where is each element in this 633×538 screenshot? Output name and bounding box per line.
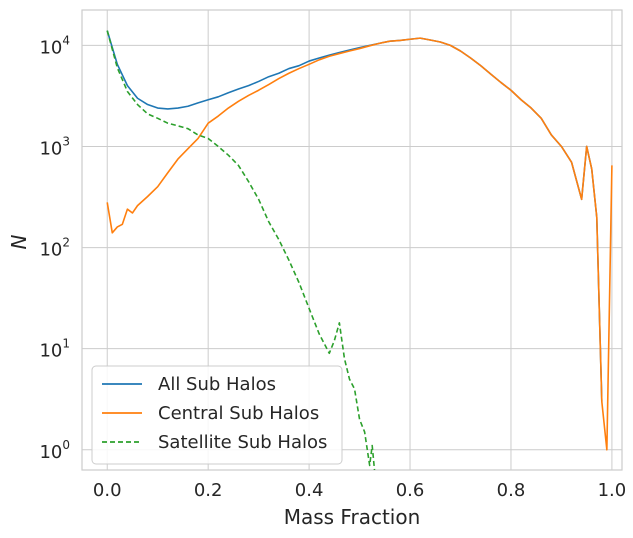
y-tick-label: 100 (39, 438, 70, 463)
y-tick-label: 101 (39, 337, 70, 362)
grid (82, 10, 622, 470)
x-tick-label: 0.0 (93, 480, 122, 501)
x-tick-label: 1.0 (598, 480, 627, 501)
series-line-satellite-sub-halos (106, 30, 376, 470)
legend-items: All Sub Halos Central Sub Halos Satellite … (102, 374, 327, 453)
x-axis-ticks: 0.0 0.2 0.4 0.6 0.8 1.0 (93, 480, 626, 501)
series-layer (106, 30, 613, 470)
y-tick-label: 104 (39, 33, 70, 58)
x-axis-label: Mass Fraction (284, 505, 421, 529)
legend-label: Central Sub Halos (158, 403, 319, 424)
legend-box (91, 365, 343, 465)
y-axis-label: N (7, 234, 31, 249)
legend-label: Satellite Sub Halos (158, 432, 327, 453)
x-tick-label: 0.6 (396, 480, 425, 501)
series-line-central-sub-halos (106, 37, 613, 451)
y-tick-label: 103 (39, 134, 70, 159)
x-tick-label: 0.2 (194, 480, 223, 501)
legend-label: All Sub Halos (158, 374, 276, 395)
x-tick-label: 0.4 (295, 480, 324, 501)
x-tick-label: 0.8 (497, 480, 526, 501)
y-axis-ticks: 100 101 102 103 104 (39, 33, 70, 462)
plot-frame (81, 9, 623, 471)
y-tick-label: 102 (39, 236, 70, 261)
plot-border (81, 9, 623, 471)
legend: All Sub Halos Central Sub Halos Satellite … (91, 365, 343, 465)
